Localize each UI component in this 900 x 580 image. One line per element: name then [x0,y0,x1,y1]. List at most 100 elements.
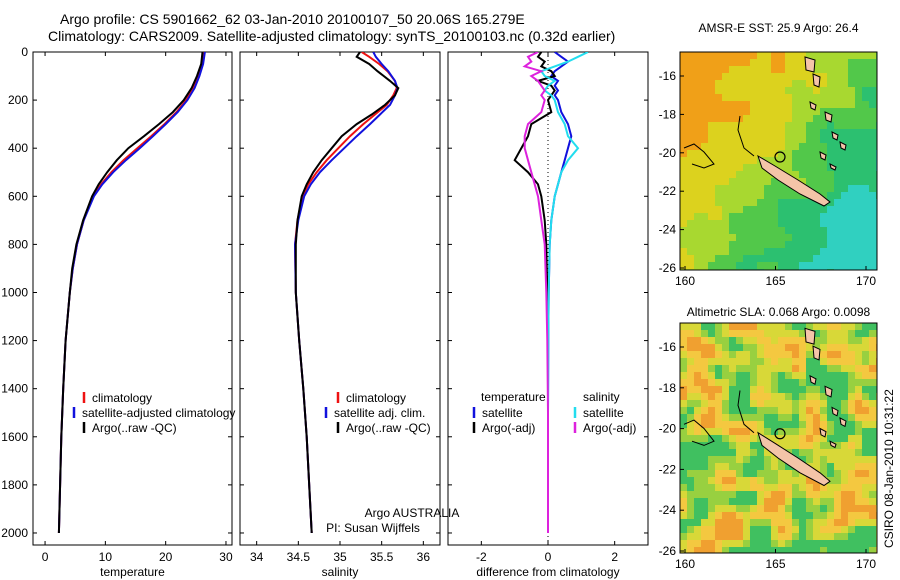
map-frame-sst [679,51,878,271]
map-raster-sla [680,323,878,554]
map-x-tick-label: 165 [765,274,785,288]
map-title-sla: Altimetric SLA: 0.068 Argo: 0.0098 [687,305,871,319]
axes-frame-temperature [32,51,233,546]
island [812,73,821,88]
island [804,327,816,345]
island [819,151,827,161]
series-line-temperature-argo-adj- [513,52,557,533]
map-y-tick-label: -22 [659,184,677,198]
legend-item: Argo(-adj) [482,421,535,435]
landmass-new-caledonia [757,431,831,487]
y-tick-label: 1000 [1,285,28,299]
map-y-tick-label: -26 [659,261,677,275]
legend-item: Argo(..raw -QC) [346,421,431,435]
map-y-tick-label: -26 [659,544,677,558]
map-x-tick-label: 165 [765,557,785,571]
x-tick-label: 10 [99,550,113,564]
x-tick-label: 34 [250,550,264,564]
legend-item: satellite-adjusted climatology [82,406,235,420]
map-sst: AMSR-E SST: 25.9 Argo: 26.4 160 165 170 -16 -… [659,21,878,288]
annotation-pi: PI: Susan Wijffels [326,521,420,535]
island [809,374,817,385]
map-y-tick-label: -24 [659,503,677,517]
island [829,163,837,171]
x-tick-label: 30 [219,550,233,564]
series-line-temperature-satellite [547,52,573,533]
legend-item: Argo(-adj) [583,421,636,435]
x-tick-label: 0 [42,550,49,564]
map-y-tick-label: -18 [659,381,677,395]
legend-item: Argo(..raw -QC) [92,421,177,435]
legend-difference: temperature salinitysatelliteArgo(-adj)sa… [472,390,636,435]
map-x-tick-label: 170 [856,274,876,288]
y-tick-label: 1800 [1,478,28,492]
island [829,440,837,449]
panel-salinity: 34 34.5 35 35.5 36 salinity [239,51,441,579]
y-tick-label: 600 [8,189,28,203]
x-tick-label: 35.5 [370,550,394,564]
figure-title-line2: Climatology: CARS2009. Satellite-adjuste… [48,28,616,44]
x-tick-label: 35 [333,550,347,564]
x-tick-label: 20 [159,550,173,564]
argo-float-marker [774,151,786,163]
island [809,101,817,111]
island [831,406,839,417]
landmass-new-caledonia [757,154,831,207]
x-axis-label-difference: difference from climatology [476,565,619,579]
x-tick-label: 0 [545,550,552,564]
series-line-climatology [57,52,205,534]
figure-title-line1: Argo profile: CS 5901662_62 03-Jan-2010 … [60,11,525,27]
argo-float-marker [774,428,786,440]
island [824,385,833,398]
y-tick-label: 2000 [1,526,28,540]
map-frame-sla [679,322,878,554]
x-tick-label: -2 [476,550,487,564]
legend-sal-title: salinity [583,390,620,404]
reef-outline [737,390,755,434]
y-tick-label: 400 [8,141,28,155]
timestamp: CSIRO 08-Jan-2010 10:31:22 [882,389,896,548]
y-tick-label: 200 [8,93,28,107]
island [812,345,821,361]
island [839,417,847,428]
map-y-tick-label: -18 [659,107,677,121]
y-tick-label: 0 [21,45,28,59]
map-x-tick-label: 170 [856,557,876,571]
map-y-tick-label: -20 [659,422,677,436]
y-tick-label: 800 [8,237,28,251]
map-y-tick-label: -22 [659,462,677,476]
axes-frame-salinity [239,51,441,546]
map-y-tick-label: -16 [659,69,677,83]
panel-temperature: 0 200 400 600 800 1000 1200 1400 1600 1800 2000 0 10… [1,45,233,579]
island [804,56,816,73]
series-line-satellite-adjusted-climatology [57,52,206,534]
legend-temp-title: temperature [481,390,546,404]
island [831,131,839,141]
map-y-tick-label: -20 [659,146,677,160]
island [824,111,833,123]
reef-outline [737,115,755,157]
x-axis-label-temperature: temperature [100,565,165,579]
legend-item: satellite [583,406,624,420]
legend-item: satellite [482,406,523,420]
y-tick-label: 1200 [1,334,28,348]
x-tick-label: 2 [611,550,618,564]
series-line-satellite-adj-clim- [293,52,399,534]
annotation-program: Argo AUSTRALIA [365,506,460,520]
series-line-argo-raw-qc- [294,52,400,534]
legend-item: climatology [92,391,152,405]
map-y-tick-label: -16 [659,340,677,354]
x-tick-label: 34.5 [287,550,311,564]
legend-item: satellite adj. clim. [334,406,425,420]
series-line-salinity-argo-adj- [522,52,549,533]
island [839,141,847,151]
reef-outline [683,419,715,446]
map-x-tick-label: 160 [675,274,695,288]
map-x-tick-label: 160 [675,557,695,571]
x-tick-label: 36 [417,550,431,564]
legend-item: climatology [346,391,406,405]
